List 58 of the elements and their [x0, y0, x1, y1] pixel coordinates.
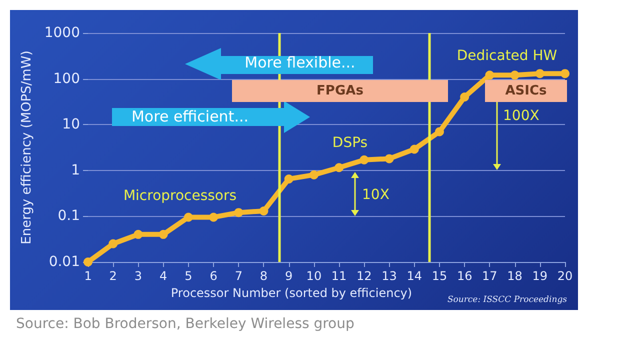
- x-tick-label: 11: [331, 269, 347, 283]
- x-tick-label: 6: [210, 269, 218, 283]
- y-tick-label: 10: [62, 116, 80, 133]
- point: [360, 155, 369, 164]
- source-note: Source: ISSCC Proceedings: [447, 294, 567, 305]
- annotation: More efficient...: [131, 108, 249, 126]
- x-tick-label: 9: [285, 269, 293, 283]
- point: [560, 69, 570, 78]
- point: [460, 92, 470, 102]
- x-tick-label: 4: [159, 269, 168, 283]
- source-note: Source: Bob Broderson, Berkeley Wireless group: [16, 316, 354, 332]
- point: [510, 70, 520, 80]
- x-tick-label: 12: [356, 269, 372, 283]
- annotation: DSPs: [332, 135, 368, 151]
- x-tick-label: 10: [306, 269, 322, 283]
- point: [410, 144, 419, 154]
- point: [284, 174, 294, 184]
- annotation: Microprocessors: [123, 188, 237, 204]
- annotation: Dedicated HW: [456, 48, 558, 64]
- point: [134, 230, 143, 239]
- x-tick-label: 16: [456, 269, 472, 283]
- x-tick-label: 20: [557, 269, 573, 283]
- y-tick-label: 1: [71, 162, 80, 178]
- point: [158, 230, 168, 239]
- x-tick-label: 14: [406, 269, 422, 283]
- annotation: 10X: [362, 187, 390, 203]
- annotation: More flexible...: [244, 54, 356, 72]
- point: [384, 154, 394, 164]
- point: [485, 70, 494, 80]
- y-axis-title: Energy efficiency (MOPS/mW): [19, 50, 34, 244]
- point: [259, 206, 268, 216]
- y-tick-label: 0.01: [48, 254, 80, 270]
- point: [309, 170, 318, 180]
- point: [209, 212, 218, 222]
- x-tick-label: 19: [532, 269, 548, 283]
- point: [535, 69, 544, 78]
- annotation: FPGAs: [316, 84, 364, 98]
- x-tick-label: 15: [432, 269, 448, 283]
- y-tick-label: 1000: [44, 25, 80, 41]
- x-tick-label: 5: [184, 269, 192, 283]
- x-tick-label: 17: [482, 269, 498, 283]
- point: [184, 212, 193, 222]
- point: [434, 127, 444, 136]
- point: [108, 239, 118, 248]
- y-tick-label: 100: [53, 70, 80, 87]
- x-tick-label: 3: [134, 269, 142, 283]
- annotation: 100X: [503, 108, 540, 124]
- x-tick-label: 1: [84, 269, 92, 283]
- point: [334, 163, 344, 172]
- x-axis-title: Processor Number (sorted by efficiency): [170, 286, 412, 300]
- annotation: ASICs: [505, 84, 547, 98]
- point: [234, 208, 244, 218]
- x-tick-label: 8: [260, 269, 268, 283]
- x-tick-label: 18: [507, 269, 522, 283]
- y-tick-label: 0.1: [58, 208, 80, 224]
- x-tick-label: 7: [234, 269, 242, 283]
- x-tick-label: 2: [109, 269, 117, 283]
- x-tick-label: 13: [382, 269, 397, 283]
